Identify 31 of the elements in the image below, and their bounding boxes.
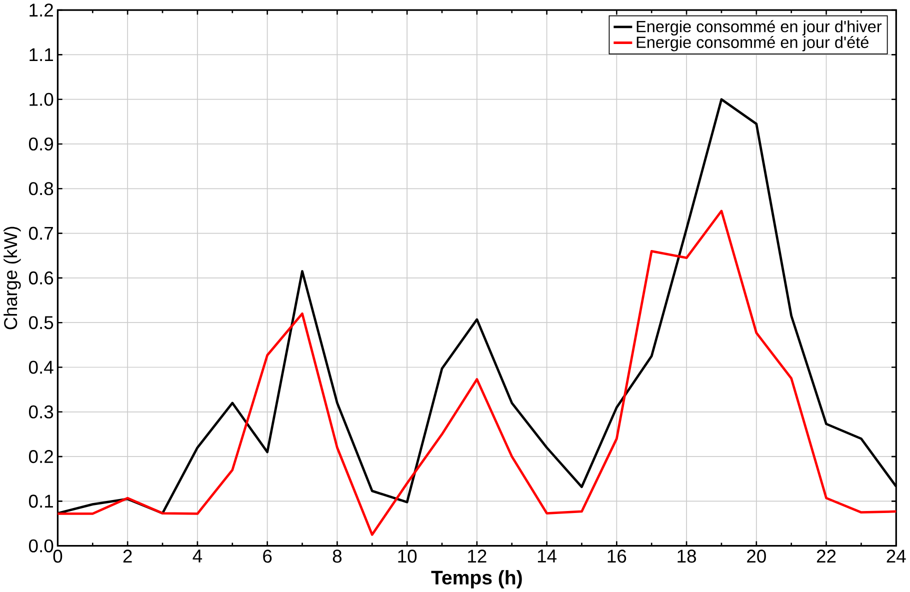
x-tick-label: 0 [53, 550, 62, 563]
legend-label: Energie consommé en jour d'hiver [636, 20, 882, 36]
y-tick-label: 0.3 [28, 405, 54, 418]
x-tick-label: 24 [886, 550, 906, 563]
x-tick-label: 22 [816, 550, 836, 563]
x-axis-title: Temps (h) [431, 570, 522, 588]
y-axis-title: Charge (kW) [4, 226, 21, 330]
x-tick-label: 8 [332, 550, 342, 563]
y-tick-label: 1.0 [30, 92, 54, 106]
x-tick-label: 6 [263, 550, 272, 563]
y-tick-label: 1.1 [30, 48, 53, 62]
y-tick-label: 0.9 [28, 137, 54, 151]
y-tick-label: 0.5 [28, 316, 54, 330]
x-tick-label: 4 [192, 550, 202, 562]
y-tick-label: 0.4 [28, 360, 54, 374]
x-tick-label: 20 [747, 550, 766, 563]
x-tick-label: 10 [398, 550, 417, 563]
x-tick-label: 2 [123, 550, 132, 563]
y-tick-label: 0.8 [28, 182, 54, 196]
y-tick-label: 0.7 [28, 226, 53, 240]
y-tick-label: 0.2 [28, 450, 53, 464]
y-tick-label: 0.6 [28, 271, 54, 284]
y-tick-label: 0.0 [28, 539, 54, 552]
x-tick-label: 14 [538, 550, 557, 562]
line-series [56, 210, 898, 536]
y-tick-label: 0.1 [28, 494, 53, 508]
y-tick-label: 1.2 [30, 4, 53, 16]
x-tick-label: 12 [468, 550, 486, 563]
x-tick-label: 18 [678, 550, 696, 563]
x-tick-label: 16 [608, 550, 626, 563]
legend-label: Energie consommé en jour d'été [636, 36, 868, 52]
